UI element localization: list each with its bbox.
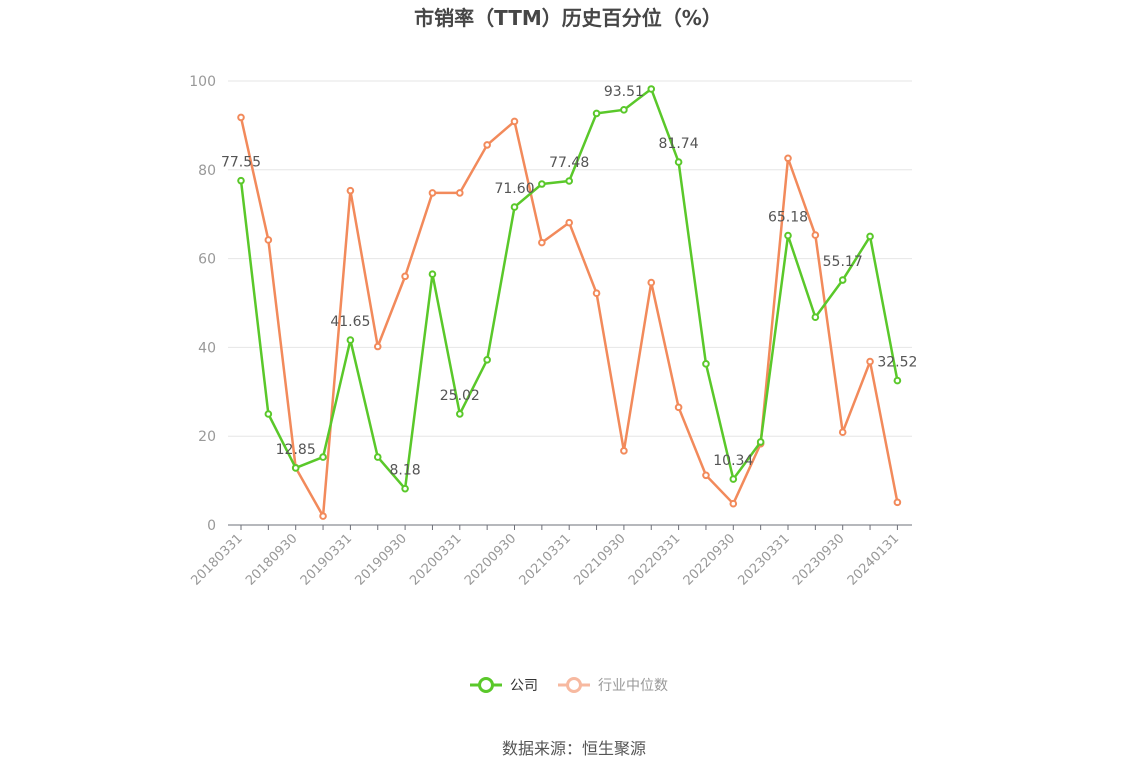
x-tick-label: 20190331	[298, 531, 355, 588]
industry-point[interactable]	[647, 278, 656, 287]
company-point[interactable]	[483, 356, 491, 364]
company-point[interactable]	[866, 232, 874, 241]
company-point[interactable]	[401, 484, 409, 493]
x-tick-label: 20230930	[790, 531, 847, 588]
company-point[interactable]	[264, 410, 273, 418]
company-point[interactable]	[756, 438, 765, 446]
industry-point[interactable]	[346, 186, 355, 195]
company-point[interactable]	[729, 475, 738, 483]
industry-point[interactable]	[373, 342, 382, 351]
company-point[interactable]	[811, 313, 820, 322]
data-label: 10.34	[713, 453, 753, 469]
industry-point[interactable]	[483, 141, 491, 149]
industry-point[interactable]	[674, 403, 683, 412]
company-line	[239, 87, 899, 490]
data-label: 71.60	[494, 181, 534, 197]
company-point[interactable]	[702, 360, 710, 368]
x-tick-label: 20220930	[681, 531, 738, 588]
company-point[interactable]	[510, 203, 519, 211]
legend-industry-label: 行业中位数	[598, 678, 668, 694]
legend-company-label: 公司	[510, 678, 538, 694]
company-point[interactable]	[565, 177, 574, 185]
grid	[228, 80, 912, 437]
industry-point[interactable]	[428, 189, 437, 197]
industry-point[interactable]	[538, 238, 546, 247]
company-point[interactable]	[456, 410, 464, 418]
company-point[interactable]	[319, 453, 327, 461]
industry-point[interactable]	[237, 113, 245, 122]
legend-item-industry[interactable]: 行业中位数	[558, 677, 668, 694]
y-tick-label: 80	[198, 163, 216, 179]
industry-point[interactable]	[401, 272, 409, 281]
company-point[interactable]	[620, 106, 628, 114]
company-point[interactable]	[784, 231, 792, 240]
industry-point[interactable]	[620, 447, 628, 455]
industry-point[interactable]	[866, 357, 874, 366]
data-label: 81.74	[659, 136, 699, 152]
company-point[interactable]	[346, 336, 355, 344]
data-label: 25.02	[440, 388, 480, 404]
data-label: 41.65	[330, 314, 370, 330]
data-label: 77.48	[549, 155, 589, 171]
industry-point[interactable]	[893, 498, 902, 507]
x-tick-label: 20200930	[462, 531, 519, 588]
legend-company-marker	[478, 677, 494, 693]
data-label: 93.51	[604, 84, 644, 100]
y-tick-label: 0	[207, 518, 216, 534]
industry-point[interactable]	[592, 289, 601, 298]
industry-point[interactable]	[838, 428, 847, 437]
y-tick-label: 100	[189, 74, 216, 90]
x-tick-label: 20230331	[735, 531, 792, 588]
industry-point[interactable]	[784, 154, 792, 163]
series-group	[237, 85, 902, 520]
company-point[interactable]	[538, 180, 546, 188]
industry-point[interactable]	[319, 512, 327, 520]
industry-point[interactable]	[264, 236, 273, 244]
data-label: 55.17	[823, 254, 863, 270]
industry-point[interactable]	[702, 471, 710, 480]
x-tick-label: 20210930	[571, 531, 628, 588]
x-tick-label: 20220331	[626, 531, 683, 588]
company-point[interactable]	[373, 453, 382, 461]
y-axis: 0 20 40 60 80 100	[189, 74, 216, 534]
industry-point[interactable]	[811, 231, 820, 239]
y-tick-label: 40	[198, 340, 216, 356]
legend: 公司 行业中位数	[470, 677, 668, 694]
legend-item-company[interactable]: 公司	[470, 677, 538, 694]
data-source: 数据来源：恒生聚源	[502, 739, 646, 758]
company-point[interactable]	[291, 464, 300, 472]
industry-point[interactable]	[565, 218, 574, 227]
x-tick-label: 20200331	[407, 531, 464, 588]
x-tick-label: 20180331	[188, 531, 245, 588]
data-label: 65.18	[768, 210, 808, 226]
company-point[interactable]	[838, 276, 847, 284]
x-tick-label: 20210331	[517, 531, 574, 588]
x-axis: 2018033120180930201903312019093020200331…	[188, 524, 912, 589]
data-label: 32.52	[877, 355, 917, 371]
y-tick-label: 20	[198, 429, 216, 445]
company-point[interactable]	[237, 176, 245, 185]
data-label: 8.18	[390, 463, 421, 479]
data-label: 12.85	[276, 442, 316, 458]
y-tick-label: 60	[198, 252, 216, 268]
legend-industry-marker	[566, 677, 582, 693]
company-point[interactable]	[428, 270, 437, 278]
company-point[interactable]	[592, 109, 601, 118]
data-label: 77.55	[221, 155, 261, 171]
x-tick-label: 20180930	[243, 531, 300, 588]
industry-point[interactable]	[456, 189, 464, 197]
industry-point[interactable]	[510, 117, 519, 126]
chart-title: 市销率（TTM）历史百分位（%）	[414, 6, 722, 30]
company-point[interactable]	[647, 85, 656, 93]
company-point[interactable]	[674, 158, 683, 166]
industry-point[interactable]	[729, 499, 738, 508]
x-tick-label: 20190930	[353, 531, 410, 588]
data-labels: 77.55 12.85 41.65 8.18 25.02 71.60 77.48 93.51 8…	[221, 84, 917, 479]
x-tick-label: 20240131	[845, 531, 902, 588]
company-point[interactable]	[893, 376, 902, 385]
